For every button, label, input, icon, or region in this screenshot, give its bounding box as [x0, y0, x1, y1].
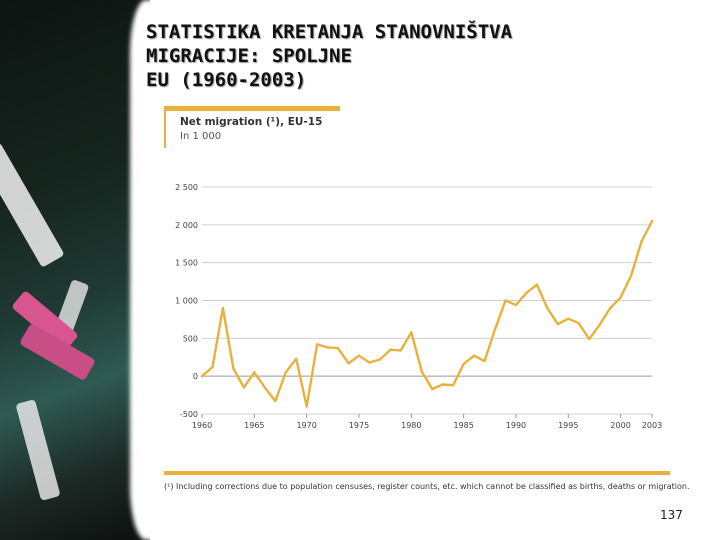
- y-tick-label: -500: [180, 410, 198, 419]
- chalkboard-image: [0, 0, 150, 540]
- data-point: [315, 343, 319, 346]
- y-tick-label: 1 500: [175, 259, 198, 268]
- x-tick-label: 1980: [401, 421, 421, 430]
- x-tick-label: 1975: [349, 421, 369, 430]
- data-point: [441, 383, 444, 386]
- x-tick-label: 1995: [558, 421, 578, 430]
- data-point: [567, 317, 570, 320]
- slide-title: STATISTIKA KRETANJA STANOVNIŠTVA MIGRACI…: [146, 20, 512, 92]
- data-point: [221, 306, 225, 310]
- data-point: [305, 405, 308, 408]
- x-tick-label: 1965: [244, 421, 264, 430]
- x-tick-label: 2000: [610, 421, 630, 430]
- data-point: [368, 361, 371, 364]
- data-point: [242, 386, 246, 389]
- x-tick-label: 1985: [453, 421, 473, 430]
- data-point: [556, 322, 560, 326]
- y-tick-label: 500: [183, 334, 198, 343]
- y-tick-label: 0: [193, 372, 198, 381]
- data-point: [598, 323, 601, 326]
- data-point: [420, 370, 423, 373]
- data-point: [399, 349, 403, 352]
- data-point: [472, 354, 476, 357]
- data-point: [514, 303, 518, 307]
- data-point: [608, 306, 612, 310]
- x-tick-label: 1970: [296, 421, 316, 430]
- chalk-stroke-1: [0, 142, 65, 268]
- chart-unit: In 1 000: [180, 131, 222, 142]
- line-chart: 2 500 2 000 1 500 1 000 500 0 -500 1960 1965 1970…: [175, 183, 662, 430]
- data-point: [294, 357, 298, 360]
- board-edge: [130, 0, 150, 540]
- data-point: [200, 374, 204, 378]
- data-point: [378, 358, 382, 361]
- data-point: [389, 348, 392, 351]
- chalk-stroke-3: [15, 399, 61, 501]
- chart-panel: Net migration (¹), EU-15 In 1 000 2 500 2…: [164, 106, 689, 498]
- data-point: [504, 299, 507, 302]
- x-tick-label: 1990: [506, 421, 526, 430]
- data-point: [253, 371, 256, 374]
- data-point: [588, 337, 591, 341]
- data-point: [431, 387, 434, 391]
- data-point: [493, 328, 497, 331]
- title-line-1: STATISTIKA KRETANJA STANOVNIŠTVA: [146, 21, 513, 43]
- data-point: [483, 359, 486, 363]
- data-point: [650, 219, 654, 223]
- chart-title: Net migration (¹), EU-15: [180, 116, 323, 128]
- data-point: [336, 346, 340, 350]
- y-tick-label: 2 000: [175, 221, 198, 230]
- data-point: [535, 283, 539, 286]
- y-tick-label: 1 000: [175, 297, 198, 306]
- data-point: [451, 384, 455, 387]
- x-tick-label: 1960: [192, 421, 212, 430]
- data-point: [619, 296, 622, 299]
- data-point: [410, 331, 413, 334]
- data-point: [577, 322, 580, 325]
- footnote-rule: [164, 471, 670, 475]
- page-number: 137: [660, 508, 683, 522]
- chart-title-accent: [164, 106, 340, 111]
- data-point: [462, 362, 465, 366]
- data-point: [347, 362, 350, 365]
- x-tick-label: 2003: [642, 421, 662, 430]
- chart-title-accent-vertical: [164, 106, 166, 148]
- data-point: [284, 371, 287, 374]
- data-point: [263, 386, 266, 389]
- title-line-3: EU (1960-2003): [146, 69, 307, 91]
- data-point: [640, 240, 643, 243]
- data-point: [629, 274, 633, 277]
- series-line: [200, 219, 654, 408]
- data-point: [525, 291, 528, 295]
- data-point: [546, 306, 549, 310]
- data-point: [232, 367, 235, 370]
- data-point: [357, 354, 361, 357]
- data-point: [274, 399, 277, 403]
- chart-footnote: (¹) Including corrections due to populat…: [164, 482, 690, 491]
- data-point: [211, 365, 214, 369]
- y-tick-label: 2 500: [175, 183, 198, 192]
- data-point: [326, 346, 329, 349]
- title-line-2: MIGRACIJE: SPOLJNE: [146, 45, 352, 67]
